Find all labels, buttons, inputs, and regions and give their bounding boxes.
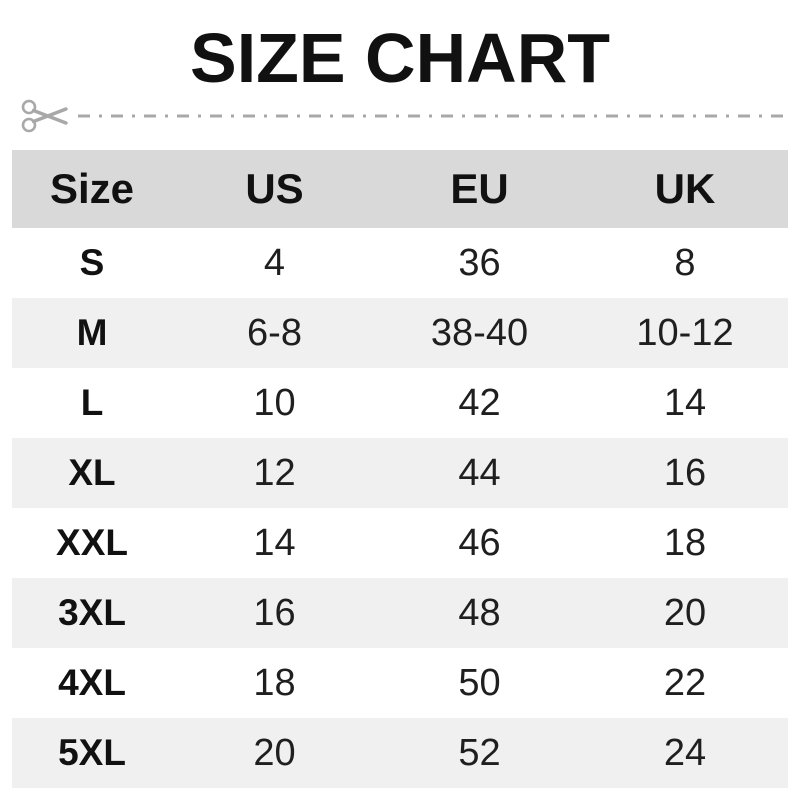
size-value-cell: 8 <box>674 241 696 284</box>
size-value-cell: 42 <box>458 381 501 424</box>
header-row: Size US EU UK <box>12 150 788 228</box>
size-value-cell: 14 <box>253 521 296 564</box>
size-value-cell: 44 <box>377 438 582 508</box>
size-value-cell: 36 <box>458 241 501 284</box>
size-value-cell: 4 <box>263 241 286 284</box>
size-value-cell: 18 <box>253 661 296 704</box>
column-header-size: Size <box>12 150 172 228</box>
size-value-cell: 38-40 <box>377 298 582 368</box>
column-header-eu: EU <box>377 150 582 228</box>
page-title: SIZE CHART <box>190 19 610 97</box>
size-value-cell: 18 <box>663 521 707 564</box>
size-value-cell: 10 <box>253 381 296 424</box>
size-value-cell: 10-12 <box>582 298 788 368</box>
table-row: 5XL 20 52 24 <box>12 718 788 788</box>
size-value-cell: 6-8 <box>172 298 377 368</box>
size-label-cell: XXL <box>56 522 128 563</box>
size-label-cell: XL <box>12 438 172 508</box>
size-label-cell: S <box>79 242 105 283</box>
size-value-cell: 24 <box>582 718 788 788</box>
table-row: XL 12 44 16 <box>12 438 788 508</box>
table-row: 4XL 18 50 22 <box>12 648 788 718</box>
size-label-cell: 3XL <box>12 578 172 648</box>
table-row: XXL 14 46 18 <box>12 508 788 578</box>
size-value-cell: 20 <box>172 718 377 788</box>
cut-here-line <box>20 96 792 136</box>
size-value-cell: 16 <box>172 578 377 648</box>
size-value-cell: 20 <box>582 578 788 648</box>
size-label-cell: 4XL <box>58 662 126 703</box>
size-value-cell: 14 <box>663 381 707 424</box>
cut-dashed-line <box>78 114 792 118</box>
size-table-body: S 4 36 8 M 6-8 38-40 10-12 L 10 42 14 XL 12 44 16 XXL 14 4… <box>12 228 788 788</box>
size-value-cell: 50 <box>458 661 501 704</box>
size-value-cell: 22 <box>663 661 707 704</box>
size-value-cell: 46 <box>458 521 501 564</box>
size-value-cell: 48 <box>377 578 582 648</box>
size-label-cell: L <box>80 382 104 423</box>
column-header-us: US <box>172 150 377 228</box>
table-row: 3XL 16 48 20 <box>12 578 788 648</box>
table-row: M 6-8 38-40 10-12 <box>12 298 788 368</box>
size-value-cell: 52 <box>377 718 582 788</box>
size-value-cell: 12 <box>172 438 377 508</box>
table-row: L 10 42 14 <box>12 368 788 438</box>
column-header-uk: UK <box>582 150 788 228</box>
table-row: S 4 36 8 <box>12 228 788 298</box>
size-label-cell: M <box>12 298 172 368</box>
size-table-header: Size US EU UK <box>12 150 788 228</box>
size-chart-table: Size US EU UK S 4 36 8 M 6-8 38-40 10-12 L 10 42 14… <box>12 150 788 788</box>
size-label-cell: 5XL <box>12 718 172 788</box>
size-value-cell: 16 <box>582 438 788 508</box>
scissors-icon <box>21 99 68 133</box>
